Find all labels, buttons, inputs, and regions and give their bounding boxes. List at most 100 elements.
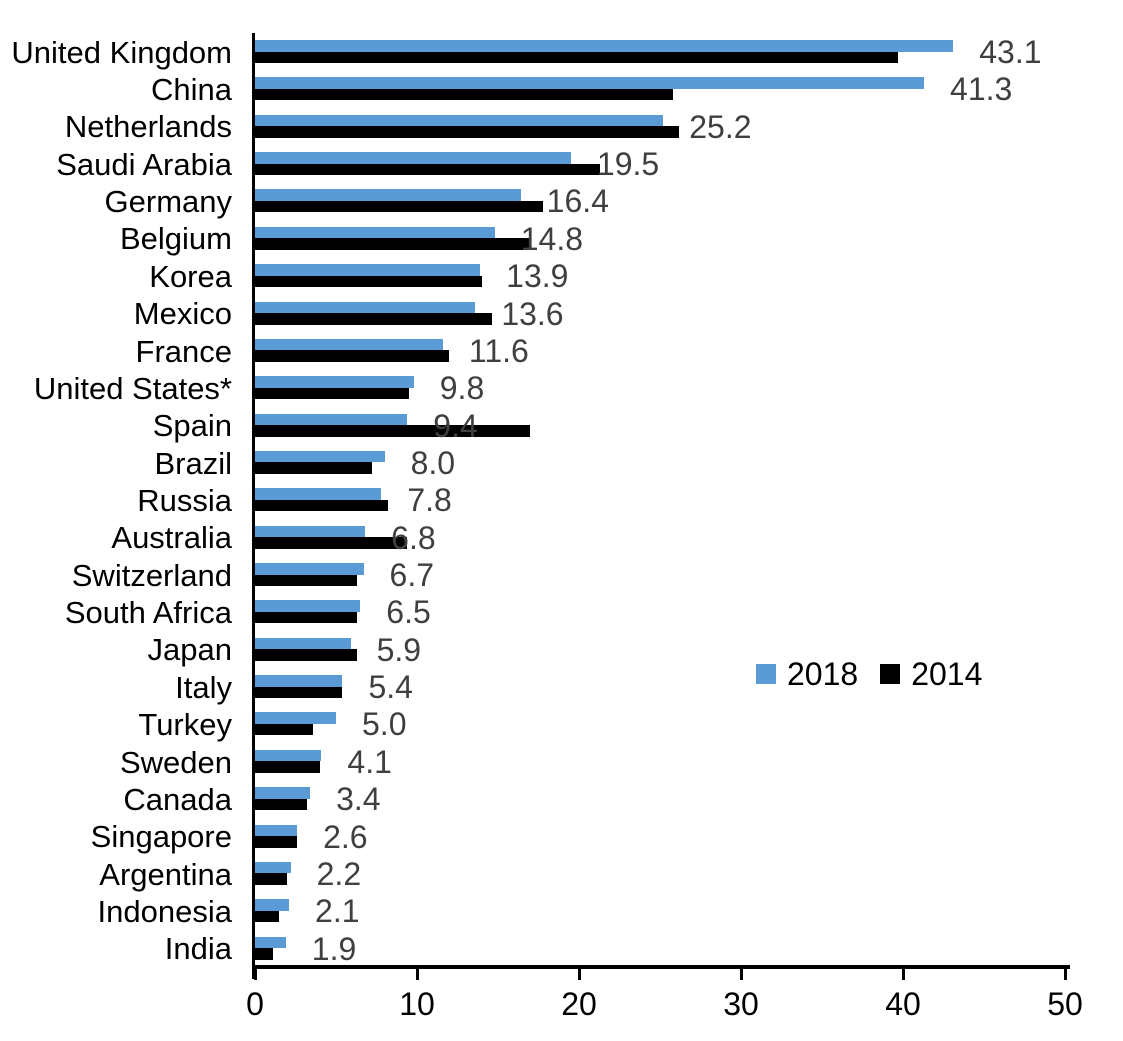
bar-2018 (255, 77, 925, 89)
value-label: 6.5 (386, 594, 431, 631)
value-label: 13.9 (506, 258, 569, 295)
bar-2014 (255, 537, 408, 549)
bar-2018 (255, 563, 364, 575)
value-label: 41.3 (950, 71, 1013, 108)
category-label: Belgium (120, 221, 232, 257)
bar-2018 (255, 824, 298, 837)
bar-2018 (255, 40, 954, 52)
bar-2014 (255, 200, 544, 213)
bar-2018 (255, 712, 336, 724)
value-label: 2.6 (323, 818, 368, 855)
category-label: South Africa (64, 595, 232, 631)
value-label: 3.4 (336, 781, 381, 818)
category-label: Germany (104, 184, 232, 220)
value-label: 5.0 (362, 706, 407, 743)
bar-2014 (255, 873, 288, 885)
category-label: China (151, 72, 232, 108)
bar-2014 (255, 462, 372, 474)
x-tick-mark (901, 969, 905, 980)
value-label: 4.1 (347, 743, 392, 780)
bar-2018 (255, 936, 286, 949)
bar-2018 (255, 114, 664, 127)
legend-entry-2018: 2018 (756, 658, 858, 690)
bar-2018 (255, 152, 571, 164)
value-label: 1.9 (311, 930, 357, 967)
value-label: 19.5 (596, 146, 660, 183)
value-label: 8.0 (410, 444, 456, 481)
bar-2018 (255, 226, 495, 239)
bar-2018 (255, 637, 351, 650)
value-label: 16.4 (546, 183, 609, 220)
category-label: Brazil (154, 445, 232, 481)
x-axis-line (252, 965, 1070, 969)
category-label: Singapore (90, 819, 232, 855)
category-label: Korea (149, 258, 232, 294)
value-label: 13.6 (501, 295, 564, 332)
category-label: Australia (111, 520, 232, 556)
value-label: 14.8 (520, 220, 584, 257)
legend: 2018 2014 (756, 658, 982, 690)
value-label: 5.9 (376, 631, 422, 668)
bar-2018 (255, 787, 311, 799)
value-label: 9.8 (439, 370, 485, 407)
bar-2018 (255, 301, 476, 314)
bar-2014 (255, 910, 280, 923)
x-tick-label: 30 (723, 986, 759, 1022)
category-label: Switzerland (71, 557, 232, 593)
legend-label-2018: 2018 (787, 656, 859, 692)
x-tick-mark (1063, 969, 1067, 980)
value-label: 2.2 (316, 855, 362, 892)
value-label: 7.8 (407, 482, 452, 519)
bar-2018 (255, 376, 414, 388)
bar-2014 (255, 387, 409, 400)
category-label: Italy (175, 669, 232, 705)
x-tick-label: 20 (561, 986, 597, 1022)
bar-2014 (255, 836, 298, 848)
value-label: 25.2 (689, 108, 752, 145)
bar-2014 (255, 723, 314, 736)
category-label: Sweden (119, 744, 232, 780)
legend-swatch-2014-icon (880, 664, 901, 684)
value-label: 43.1 (979, 34, 1042, 70)
bar-2014 (255, 649, 358, 661)
bar-2018 (255, 488, 382, 500)
category-label: Mexico (133, 296, 232, 332)
bar-2018 (255, 338, 443, 351)
category-label: Indonesia (97, 893, 232, 929)
bar-2014 (255, 686, 343, 699)
x-tick-mark (415, 969, 419, 980)
category-label: Spain (152, 408, 232, 444)
bar-2018 (255, 861, 291, 874)
bar-2014 (255, 126, 680, 138)
category-label: Argentina (99, 856, 232, 892)
category-label: Turkey (138, 707, 232, 743)
bar-2014 (255, 313, 492, 325)
bar-2018 (255, 450, 385, 463)
x-tick-label: 40 (885, 986, 921, 1022)
category-label: Netherlands (64, 109, 232, 145)
value-label: 11.6 (468, 332, 529, 369)
category-label: France (135, 333, 232, 369)
category-label: Saudi Arabia (56, 146, 232, 182)
value-label: 5.4 (368, 669, 413, 706)
bar-2014 (255, 611, 358, 624)
bar-2018 (255, 600, 361, 612)
category-label: Russia (137, 483, 232, 518)
x-tick-label: 50 (1047, 986, 1083, 1022)
bar-2014 (255, 51, 899, 63)
bar-2014 (255, 275, 482, 288)
bar-2014 (255, 425, 531, 437)
category-label: United States* (33, 370, 232, 406)
legend-label-2014: 2014 (911, 656, 983, 692)
bar-2018 (255, 675, 343, 687)
category-label: India (164, 931, 232, 967)
bar-2014 (255, 350, 450, 362)
bar-2014 (255, 798, 307, 811)
category-label: United Kingdom (11, 34, 232, 70)
value-label: 6.7 (389, 557, 435, 594)
x-tick-mark (577, 969, 581, 980)
value-label: 6.8 (391, 519, 436, 556)
bar-2014 (255, 948, 273, 960)
bar-2018 (255, 189, 521, 201)
